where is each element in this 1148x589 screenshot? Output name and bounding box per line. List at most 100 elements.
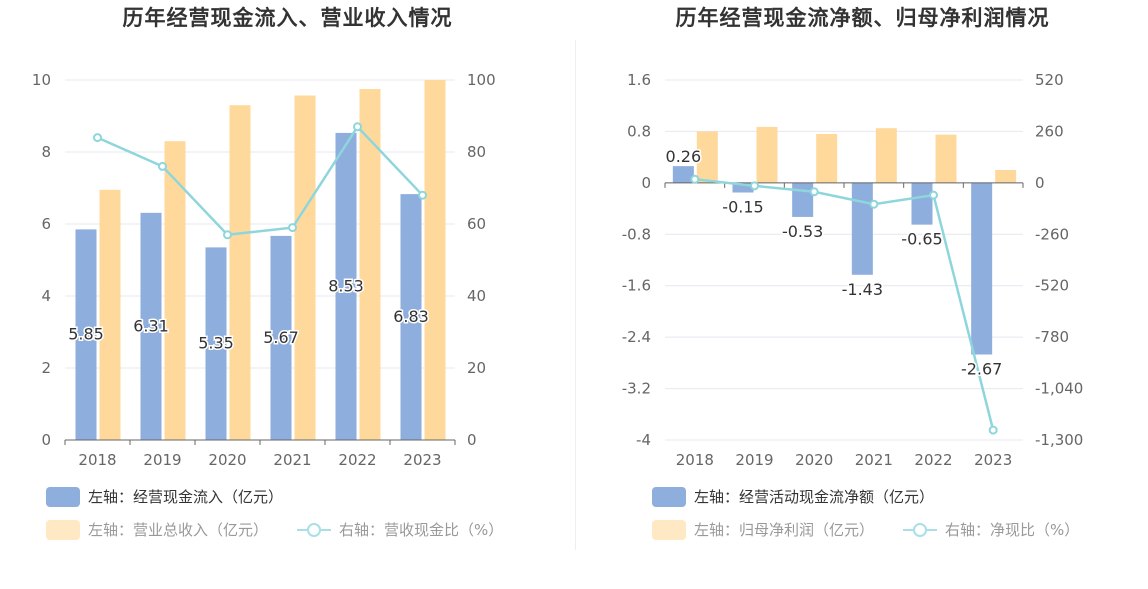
bar-secondary-2018 — [99, 189, 121, 440]
y-right-tick-label: 0 — [467, 431, 477, 449]
x-tick-label-2018: 2018 — [676, 451, 714, 469]
x-tick-label-2018: 2018 — [78, 451, 116, 469]
ratio-point-2019 — [750, 181, 759, 191]
bar-value-label-2019: 6.31 — [133, 316, 169, 335]
bar-cash-2019 — [732, 182, 754, 193]
bar-value-label-2018: 0.26 — [666, 147, 702, 166]
bar-cash-2023 — [400, 194, 422, 440]
y-right-tick-label: 260 — [1035, 122, 1064, 140]
bar-cash-2021 — [270, 235, 292, 440]
legend-net-profit[interactable]: 左轴：归母净利润（亿元） — [652, 519, 874, 540]
x-tick-label-2019: 2019 — [735, 451, 773, 469]
legend-net-cash-ratio[interactable]: 右轴：净现比（%） — [903, 519, 1079, 540]
ratio-point-2020 — [809, 187, 819, 197]
ratio-point-2021 — [869, 199, 879, 209]
bar-cash-2021 — [851, 182, 873, 275]
bar-secondary-2021 — [875, 128, 897, 183]
bar-secondary-2020 — [229, 105, 251, 440]
bar-cash-2020 — [792, 182, 814, 217]
bar-cash-2020 — [205, 247, 227, 440]
bar-cash-2018 — [75, 229, 97, 440]
ratio-point-2019 — [158, 161, 167, 171]
ratio-point-2023 — [988, 425, 998, 435]
left-chart-title: 历年经营现金流入、营业收入情况 — [122, 6, 453, 30]
y-right-tick-label: -1,040 — [1035, 380, 1083, 398]
x-tick-label-2021: 2021 — [855, 451, 893, 469]
bar-secondary-2023 — [424, 80, 446, 440]
x-tick-label-2020: 2020 — [208, 451, 246, 469]
bar-cash-2022 — [335, 132, 357, 441]
y-right-tick-label: 0 — [1035, 174, 1045, 192]
bar-value-label-2022: 8.53 — [328, 276, 364, 295]
legend-label-revenue-cash-ratio: 右轴：营收现金比（%） — [339, 521, 504, 539]
x-tick-label-2021: 2021 — [273, 451, 311, 469]
y-right-tick-label: 60 — [467, 215, 486, 233]
y-left-tick-label: 0 — [41, 431, 51, 449]
bar-value-label-2021: 5.67 — [263, 328, 299, 347]
ratio-point-2018 — [690, 174, 700, 184]
x-tick-label-2023: 2023 — [974, 451, 1012, 469]
legend-line-icon — [297, 520, 331, 540]
bar-secondary-2022 — [935, 134, 957, 183]
bar-secondary-2022 — [359, 89, 381, 440]
panel-divider — [575, 40, 576, 550]
x-tick-label-2022: 2022 — [914, 451, 952, 469]
legend-label-net-cash-flow: 左轴：经营活动现金流净额（亿元） — [694, 488, 935, 506]
left-chart-panel: 历年经营现金流入、营业收入情况 0 2 4 6 8 10 0 20 40 60 80 100 2018 2… — [0, 0, 575, 560]
y-left-tick-label: 10 — [32, 71, 51, 89]
legend-cash-inflow[interactable]: 左轴：经营现金流入（亿元） — [46, 486, 283, 507]
x-tick-label-2023: 2023 — [403, 451, 441, 469]
bar-secondary-2021 — [294, 95, 316, 440]
ratio-point-2022 — [353, 122, 362, 132]
bar-value-label-2020: -0.53 — [782, 222, 823, 241]
y-right-tick-label: -520 — [1035, 277, 1069, 295]
x-tick-label-2020: 2020 — [795, 451, 833, 469]
right-chart-panel: 历年经营现金流净额、归母净利润情况 -4 -3.2 -2.4 -1.6 -0.8 0 0.8… — [577, 0, 1148, 560]
ratio-line — [694, 178, 995, 431]
y-right-tick-label: 40 — [467, 287, 486, 305]
y-left-tick-label: 0 — [641, 174, 651, 192]
x-tick-label-2022: 2022 — [338, 451, 376, 469]
right-chart-title: 历年经营现金流净额、归母净利润情况 — [675, 6, 1050, 30]
legend-swatch-blue — [46, 486, 80, 507]
ratio-point-2022 — [929, 190, 938, 200]
bar-cash-2019 — [140, 212, 162, 440]
legend-revenue-cash-ratio[interactable]: 右轴：营收现金比（%） — [297, 519, 503, 540]
legend-net-cash-flow[interactable]: 左轴：经营活动现金流净额（亿元） — [652, 486, 934, 507]
y-left-tick-label: 6 — [41, 215, 51, 233]
ratio-point-2020 — [223, 230, 232, 240]
y-left-tick-label: -2.4 — [622, 328, 651, 346]
legend-label-net-profit: 左轴：归母净利润（亿元） — [694, 521, 875, 539]
y-left-tick-label: 1.6 — [627, 71, 651, 89]
right-chart-svg: -4 -3.2 -2.4 -1.6 -0.8 0 0.8 1.6 -1,300 -1,040 -78… — [622, 71, 1084, 469]
bar-value-label-2021: -1.43 — [842, 280, 883, 299]
y-right-tick-label: 80 — [467, 143, 486, 161]
bar-value-label-2018: 5.85 — [68, 325, 104, 344]
legend-swatch-orange — [652, 519, 686, 540]
x-tick-label-2019: 2019 — [143, 451, 181, 469]
ratio-point-2018 — [93, 133, 102, 143]
bar-secondary-2020 — [816, 134, 838, 183]
bar-value-label-2023: 6.83 — [393, 307, 429, 326]
legend-swatch-blue — [652, 486, 686, 507]
bar-value-label-2019: -0.15 — [722, 198, 763, 217]
bar-cash-2018 — [672, 166, 694, 183]
y-right-tick-label: -780 — [1035, 328, 1069, 346]
y-left-tick-label: 8 — [41, 143, 51, 161]
bar-cash-2022 — [911, 182, 933, 225]
bar-secondary-2018 — [696, 131, 718, 183]
legend-label-net-cash-ratio: 右轴：净现比（%） — [945, 521, 1080, 539]
y-right-tick-label: -1,300 — [1035, 431, 1083, 449]
ratio-point-2021 — [288, 223, 297, 233]
y-left-tick-label: -0.8 — [622, 225, 651, 243]
bar-value-label-2020: 5.35 — [198, 334, 234, 353]
legend-line-icon — [903, 520, 937, 540]
legend-revenue[interactable]: 左轴：营业总收入（亿元） — [46, 519, 268, 540]
bar-secondary-2019 — [164, 141, 186, 440]
y-left-tick-label: 4 — [41, 287, 51, 305]
y-right-tick-label: 520 — [1035, 71, 1064, 89]
bar-cash-2023 — [971, 182, 993, 355]
y-right-tick-label: -260 — [1035, 225, 1069, 243]
bar-value-label-2022: -0.65 — [901, 230, 942, 249]
